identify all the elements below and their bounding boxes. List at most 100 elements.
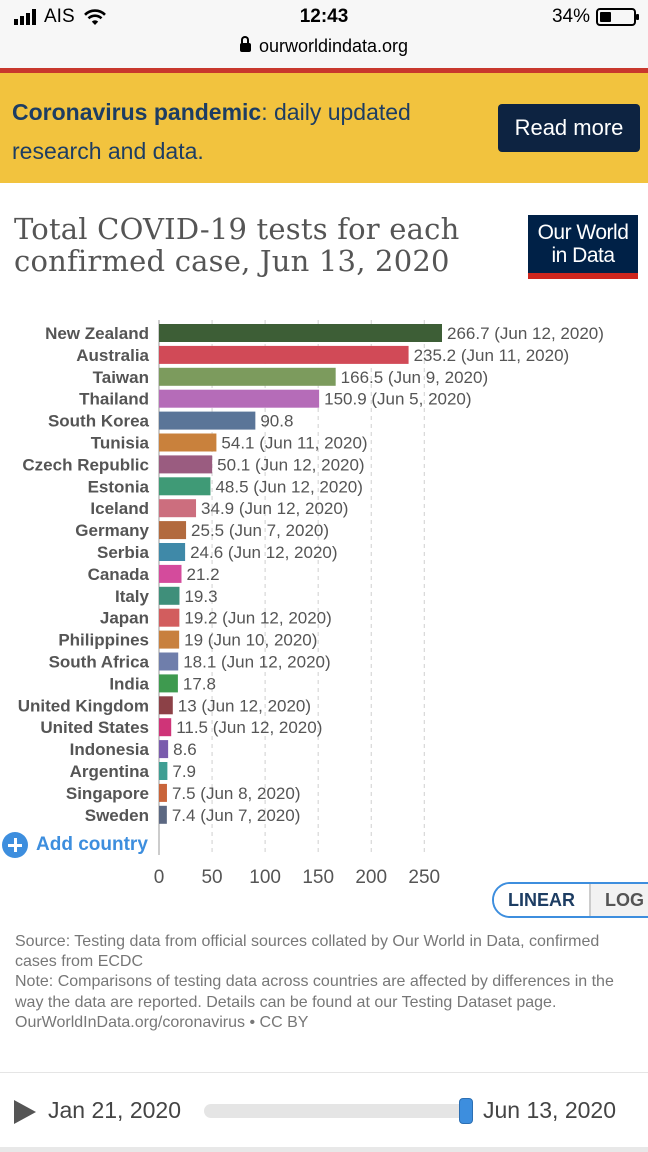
category-label: Singapore	[66, 784, 149, 803]
data-label: 7.9	[172, 762, 196, 781]
x-tick-label: 50	[201, 867, 222, 888]
credit-line: OurWorldInData.org/coronavirus • CC BY	[15, 1013, 309, 1031]
source-note: Source: Testing data from official sourc…	[15, 933, 600, 971]
add-country-label: Add country	[36, 834, 148, 855]
banner-bold: Coronavirus pandemic	[12, 99, 262, 125]
data-label: 150.9 (Jun 5, 2020)	[324, 390, 471, 409]
scale-toggle: LINEAR LOG	[492, 882, 648, 918]
carrier-label: AIS	[44, 6, 75, 27]
bar	[159, 740, 169, 759]
lock-icon	[239, 36, 251, 52]
data-label: 90.8	[260, 412, 293, 431]
comparison-note: Note: Comparisons of testing data across…	[15, 973, 614, 1011]
data-label: 7.4 (Jun 7, 2020)	[172, 806, 301, 825]
header-accent-line	[0, 68, 648, 73]
category-label: Serbia	[97, 543, 150, 562]
plus-icon	[2, 832, 28, 858]
category-label: Tunisia	[91, 434, 150, 453]
wifi-icon	[83, 9, 106, 25]
timeline-start-date: Jan 21, 2020	[48, 1097, 182, 1123]
bar-chart: 0 50 100 150 200 250 New Zealand 266.7 (Jun 12,…	[0, 315, 648, 895]
logo-line2: in Data	[551, 244, 615, 267]
bar	[159, 411, 256, 430]
bar	[159, 630, 180, 649]
bar	[159, 324, 442, 342]
category-label: Sweden	[85, 806, 149, 825]
x-tick-label: 200	[355, 867, 387, 888]
url-text: ourworldindata.org	[258, 36, 409, 56]
bar	[159, 762, 168, 780]
category-label: Indonesia	[70, 740, 150, 759]
data-label: 11.5 (Jun 12, 2020)	[176, 718, 322, 737]
x-tick-label: 250	[408, 867, 440, 888]
add-country-button[interactable]: Add country	[2, 832, 148, 858]
read-more-button[interactable]: Read more	[498, 104, 640, 152]
signal-icon	[14, 9, 36, 25]
bar	[159, 696, 173, 715]
battery-percent: 34%	[551, 6, 590, 27]
category-label: Canada	[88, 565, 150, 584]
category-label: India	[109, 674, 149, 693]
data-label: 34.9 (Jun 12, 2020)	[201, 499, 348, 518]
data-label: 48.5 (Jun 12, 2020)	[215, 477, 362, 496]
category-label: Japan	[100, 609, 149, 628]
data-label: 25.5 (Jun 7, 2020)	[191, 521, 329, 540]
address-bar[interactable]: ourworldindata.org	[0, 36, 648, 68]
category-label: Iceland	[90, 499, 149, 518]
bar	[159, 586, 180, 605]
status-right: 34%	[551, 6, 639, 28]
category-label: Australia	[76, 346, 149, 365]
log-scale-button[interactable]: LOG	[589, 884, 648, 916]
bar	[159, 783, 167, 802]
linear-scale-button[interactable]: LINEAR	[494, 884, 589, 916]
status-bar: AIS 12:43 34%	[0, 0, 648, 36]
bar	[159, 564, 182, 583]
data-label: 235.2 (Jun 11, 2020)	[414, 346, 570, 365]
category-label: Germany	[75, 521, 149, 540]
data-label: 18.1 (Jun 12, 2020)	[183, 653, 330, 672]
banner-rest: : daily updated research and data.	[12, 99, 411, 164]
x-tick-label: 150	[302, 867, 334, 888]
bar	[159, 367, 336, 386]
data-label: 19.3	[184, 587, 217, 606]
timeline-handle[interactable]	[459, 1098, 473, 1124]
data-label: 7.5 (Jun 8, 2020)	[172, 784, 301, 803]
clock: 12:43	[299, 6, 349, 27]
category-label: New Zealand	[45, 324, 149, 343]
category-label: Estonia	[88, 477, 150, 496]
bar	[159, 345, 409, 364]
bar	[159, 652, 179, 671]
x-tick-label: 100	[249, 867, 281, 888]
bar	[159, 477, 211, 496]
bar	[159, 543, 186, 561]
data-label: 17.8	[183, 674, 216, 693]
bottom-divider	[0, 1147, 648, 1152]
announcement-banner: Coronavirus pandemic: daily updated rese…	[0, 73, 648, 183]
data-label: 24.6 (Jun 12, 2020)	[190, 543, 337, 562]
bar	[159, 718, 172, 737]
category-label: Philippines	[58, 631, 149, 650]
status-left: AIS	[14, 6, 107, 28]
category-label: Taiwan	[93, 368, 149, 387]
data-label: 50.1 (Jun 12, 2020)	[217, 455, 364, 474]
bar	[159, 389, 320, 408]
play-icon[interactable]	[14, 1100, 36, 1124]
chart-svg: 0 50 100 150 200 250 New Zealand 266.7 (Jun 12,…	[18, 320, 604, 888]
category-label: Argentina	[70, 762, 150, 781]
timeline-track[interactable]	[204, 1104, 470, 1118]
data-label: 266.7 (Jun 12, 2020)	[447, 324, 604, 343]
data-label: 19.2 (Jun 12, 2020)	[184, 609, 331, 628]
logo-line1: Our World	[537, 221, 629, 244]
bar	[159, 455, 213, 474]
bar	[159, 521, 187, 540]
category-label: South Korea	[48, 412, 150, 431]
timeline: Jan 21, 2020 Jun 13, 2020	[0, 1072, 648, 1152]
bar	[159, 608, 180, 627]
battery-icon	[596, 8, 639, 26]
x-tick-label: 0	[154, 867, 165, 888]
data-label: 13 (Jun 12, 2020)	[178, 696, 311, 715]
owid-logo[interactable]: Our World in Data	[528, 215, 638, 279]
bar	[159, 433, 217, 452]
category-label: United States	[40, 718, 149, 737]
data-label: 8.6	[173, 740, 197, 759]
